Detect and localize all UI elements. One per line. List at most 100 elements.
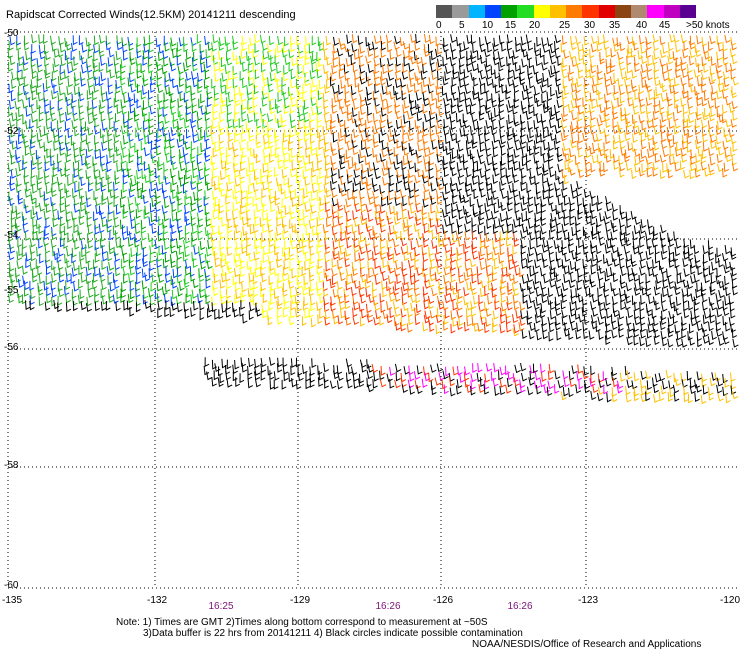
wind-barb	[358, 48, 364, 59]
wind-barb	[164, 175, 171, 186]
wind-barb	[78, 189, 85, 199]
wind-barb	[620, 111, 626, 122]
wind-barb	[589, 119, 596, 128]
wind-barb	[423, 155, 430, 165]
wind-barb	[296, 153, 303, 164]
wind-barb	[305, 126, 311, 137]
wind-barb	[661, 83, 668, 93]
wind-barb	[730, 247, 737, 257]
wind-barb	[253, 78, 259, 89]
wind-barb	[67, 128, 73, 139]
wind-barb	[410, 302, 417, 312]
wind-barb	[465, 308, 472, 318]
wind-barb	[487, 295, 493, 305]
wind-barb	[9, 55, 16, 66]
wind-barb	[345, 212, 352, 222]
wind-barb	[668, 380, 675, 390]
wind-barb	[646, 114, 654, 123]
wind-barb	[289, 91, 296, 101]
wind-barb	[681, 69, 688, 79]
wind-barb	[402, 134, 408, 145]
wind-barb	[128, 231, 135, 241]
wind-barb	[589, 48, 595, 59]
wind-barb	[113, 56, 119, 66]
wind-barb	[526, 142, 532, 152]
wind-barb	[183, 42, 189, 53]
wind-barb	[584, 118, 591, 128]
wind-barb	[479, 210, 485, 221]
wind-barb	[561, 293, 568, 303]
wind-barb	[697, 337, 703, 348]
wind-barb	[15, 223, 22, 232]
wind-barb	[570, 273, 576, 283]
wind-barb	[576, 196, 583, 207]
wind-barb	[129, 103, 135, 114]
wind-barb	[23, 198, 29, 209]
wind-barb	[640, 64, 647, 74]
wind-barb	[498, 111, 505, 121]
wind-barb	[445, 92, 452, 102]
wind-barb	[288, 134, 294, 145]
wind-barb	[277, 205, 284, 215]
wind-barb	[337, 315, 344, 325]
wind-barb	[450, 98, 457, 108]
wind-barb	[129, 307, 135, 317]
wind-barb	[170, 149, 176, 159]
wind-barb	[561, 168, 568, 179]
wind-barb	[281, 272, 288, 282]
lat-label-54: -54	[4, 230, 19, 241]
wind-barb	[11, 279, 17, 289]
wind-barb	[612, 153, 619, 163]
wind-barb	[331, 197, 338, 207]
wind-barb	[613, 258, 620, 267]
wind-barb	[15, 140, 22, 150]
wind-barb	[500, 146, 506, 156]
wind-barb	[569, 202, 575, 212]
wind-barb	[639, 238, 645, 248]
wind-barb	[679, 160, 686, 171]
wind-barb	[234, 258, 241, 268]
wind-barb	[631, 69, 638, 79]
wind-barb	[707, 120, 714, 130]
wind-barb	[261, 97, 268, 107]
wind-barb	[212, 147, 218, 158]
wind-barb	[520, 251, 527, 262]
wind-barb	[345, 149, 351, 160]
wind-barb	[437, 237, 444, 248]
wind-barb	[190, 202, 197, 212]
wind-barb	[463, 244, 469, 255]
wind-barb	[44, 44, 49, 55]
wind-barb	[469, 149, 475, 160]
wind-barb	[386, 42, 393, 53]
wind-barb	[373, 197, 380, 208]
wind-barb	[604, 244, 611, 254]
wind-barb	[16, 289, 23, 299]
wind-barb	[273, 267, 280, 277]
wind-barb	[506, 175, 513, 185]
wind-barb	[176, 274, 183, 284]
wind-barb	[158, 245, 164, 256]
wind-barb	[171, 78, 178, 89]
wind-barb	[15, 273, 21, 283]
wind-barb	[396, 274, 402, 285]
wind-barb	[122, 168, 129, 178]
wind-barb	[280, 114, 287, 124]
wind-barb	[337, 202, 344, 212]
wind-barb	[109, 230, 115, 241]
wind-barb	[35, 211, 42, 221]
wind-barb	[17, 237, 23, 248]
wind-barb	[45, 203, 51, 213]
wind-barb	[422, 121, 428, 132]
wind-barb	[232, 210, 238, 220]
wind-barb	[511, 167, 518, 178]
wind-barb	[604, 272, 610, 282]
wind-barb	[386, 373, 393, 382]
wind-barb	[618, 328, 624, 338]
wind-barb	[331, 268, 338, 277]
wind-barb	[599, 162, 605, 173]
wind-barb	[394, 35, 401, 45]
wind-barb	[113, 142, 120, 153]
wind-barb	[667, 328, 674, 338]
wind-barb	[193, 245, 200, 255]
wind-barb	[115, 113, 120, 123]
